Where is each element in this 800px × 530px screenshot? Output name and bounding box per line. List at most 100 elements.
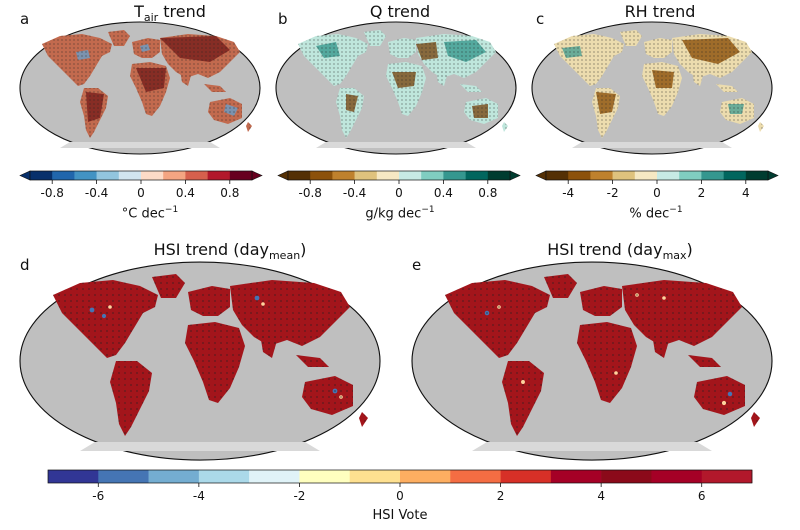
- hsi-colorbar-tick-label: -6: [92, 489, 104, 503]
- title-a-rest: trend: [158, 2, 206, 21]
- rh-colorbar-segment: [745, 171, 769, 180]
- rh-colorbar-segment: [590, 171, 613, 180]
- colorbar-label-rh: % dec−1: [566, 205, 746, 221]
- q-colorbar-tick-label: 0.8: [478, 186, 497, 200]
- q-colorbar-segment: [310, 171, 333, 180]
- rh-colorbar-arrow-low: [535, 170, 547, 181]
- tair-colorbar-segment: [96, 171, 120, 180]
- tair-colorbar-segment: [141, 171, 164, 180]
- colorbar-tair: -0.8 -0.4 0 0.4 0.8: [19, 170, 263, 200]
- rh-colorbar-segment: [657, 171, 680, 180]
- q-colorbar-tick-label: -0.4: [343, 186, 366, 200]
- rh-colorbar-tick-label: 4: [742, 186, 750, 200]
- rh-colorbar-arrow-high: [767, 170, 779, 181]
- q-colorbar-arrow-high: [509, 170, 521, 181]
- q-label-main: g/kg dec: [365, 206, 422, 222]
- colorbar-rh: -4 -2 0 2 4: [535, 170, 779, 200]
- rh-colorbar-segment: [634, 171, 658, 180]
- tair-colorbar-segment: [52, 171, 75, 180]
- hsi-colorbar-segment: [601, 470, 652, 483]
- tair-colorbar-segment: [74, 171, 97, 180]
- hsi-colorbar-tick-label: 6: [698, 489, 706, 503]
- q-colorbar-tick-label: 0: [395, 186, 403, 200]
- q-colorbar-segment: [354, 171, 378, 180]
- tair-colorbar-segment: [118, 171, 142, 180]
- tair-colorbar-segment: [185, 171, 208, 180]
- colorbar-label-hsi: HSI Vote: [372, 508, 428, 523]
- hsi-colorbar-segment: [450, 470, 501, 483]
- rh-colorbar-tick-label: 0: [653, 186, 661, 200]
- q-colorbar-segment: [487, 171, 511, 180]
- colorbar-q: -0.8 -0.4 0 0.4 0.8: [277, 170, 521, 200]
- panel-letter-e: e: [412, 256, 422, 274]
- colorbar-label-q: g/kg dec−1: [310, 205, 490, 221]
- tair-colorbar-segment: [207, 171, 231, 180]
- rh-colorbar-segment: [546, 171, 569, 180]
- colorbar-hsi: -6 -4 -2 0 2 4 6: [47, 469, 753, 503]
- q-colorbar-segment: [376, 171, 400, 180]
- q-colorbar-segment: [399, 171, 422, 180]
- hsi-colorbar-segment: [48, 470, 99, 483]
- hsi-colorbar-tick-label: -4: [193, 489, 205, 503]
- q-colorbar-segment: [332, 171, 355, 180]
- tair-colorbar-segment: [30, 171, 53, 180]
- map-tair: [19, 21, 261, 155]
- hsi-colorbar-tick-label: -2: [293, 489, 305, 503]
- hsi-colorbar-segment: [299, 470, 351, 483]
- tair-colorbar-segment: [163, 171, 186, 180]
- rh-colorbar-segment: [723, 171, 747, 180]
- hsi-colorbar-segment: [701, 470, 753, 483]
- rh-colorbar-tick-label: -2: [607, 186, 619, 200]
- rh-colorbar-segment: [701, 171, 724, 180]
- tair-label-main: °C dec: [121, 206, 165, 222]
- hsi-colorbar-segment: [249, 470, 300, 483]
- q-colorbar-segment: [288, 171, 311, 180]
- q-colorbar-tick-label: -0.8: [298, 186, 321, 200]
- colorbar-label-tair: °C dec−1: [60, 205, 240, 221]
- tair-colorbar-tick-label: 0: [137, 186, 145, 200]
- tair-colorbar-tick-label: 0.8: [220, 186, 239, 200]
- map-hsi-max: [411, 261, 773, 461]
- q-colorbar-tick-label: 0.4: [434, 186, 453, 200]
- rh-colorbar-segment: [679, 171, 702, 180]
- rh-colorbar-tick-label: 2: [698, 186, 706, 200]
- title-d-sub: mean: [268, 249, 301, 263]
- hsi-colorbar-tick-label: 4: [597, 489, 605, 503]
- hsi-colorbar-segment: [349, 470, 401, 483]
- title-e-main: HSI trend (day: [547, 240, 663, 259]
- hsi-colorbar-segment: [400, 470, 451, 483]
- panel-letter-c: c: [536, 10, 545, 28]
- q-label-sup: −1: [421, 205, 435, 215]
- title-a-main: T: [134, 2, 144, 21]
- panel-title-d: HSI trend (daymean): [110, 240, 350, 262]
- panel-title-e: HSI trend (daymax): [500, 240, 740, 262]
- tair-colorbar-tick-label: -0.4: [85, 186, 108, 200]
- hsi-colorbar-tick-label: 0: [396, 489, 404, 503]
- title-e-rest: ): [686, 240, 693, 259]
- rh-label-main: % dec: [629, 206, 670, 222]
- hsi-colorbar-tick-label: 2: [497, 489, 505, 503]
- panel-letter-b: b: [278, 10, 288, 28]
- rh-colorbar-tick-label: -4: [562, 186, 574, 200]
- panel-letter-d: d: [20, 256, 30, 274]
- hsi-colorbar-segment: [198, 470, 250, 483]
- title-a-sub: air: [143, 11, 159, 25]
- hsi-colorbar-segment: [98, 470, 149, 483]
- rh-label-sup: −1: [669, 205, 683, 215]
- title-d-main: HSI trend (day: [153, 240, 269, 259]
- tair-colorbar-segment: [229, 171, 253, 180]
- tair-colorbar-arrow-low: [19, 170, 31, 181]
- tair-colorbar-arrow-high: [251, 170, 263, 181]
- map-rh: [531, 21, 773, 155]
- rh-colorbar-segment: [612, 171, 636, 180]
- title-d-rest: ): [300, 240, 307, 259]
- hsi-colorbar-segment: [550, 470, 602, 483]
- tair-label-sup: −1: [164, 205, 179, 215]
- panel-letter-a: a: [20, 10, 30, 28]
- hsi-colorbar-segment: [500, 470, 552, 483]
- tair-colorbar-tick-label: -0.8: [40, 186, 63, 200]
- map-hsi-mean: [19, 261, 381, 461]
- title-e-sub: max: [662, 249, 687, 263]
- q-colorbar-segment: [421, 171, 444, 180]
